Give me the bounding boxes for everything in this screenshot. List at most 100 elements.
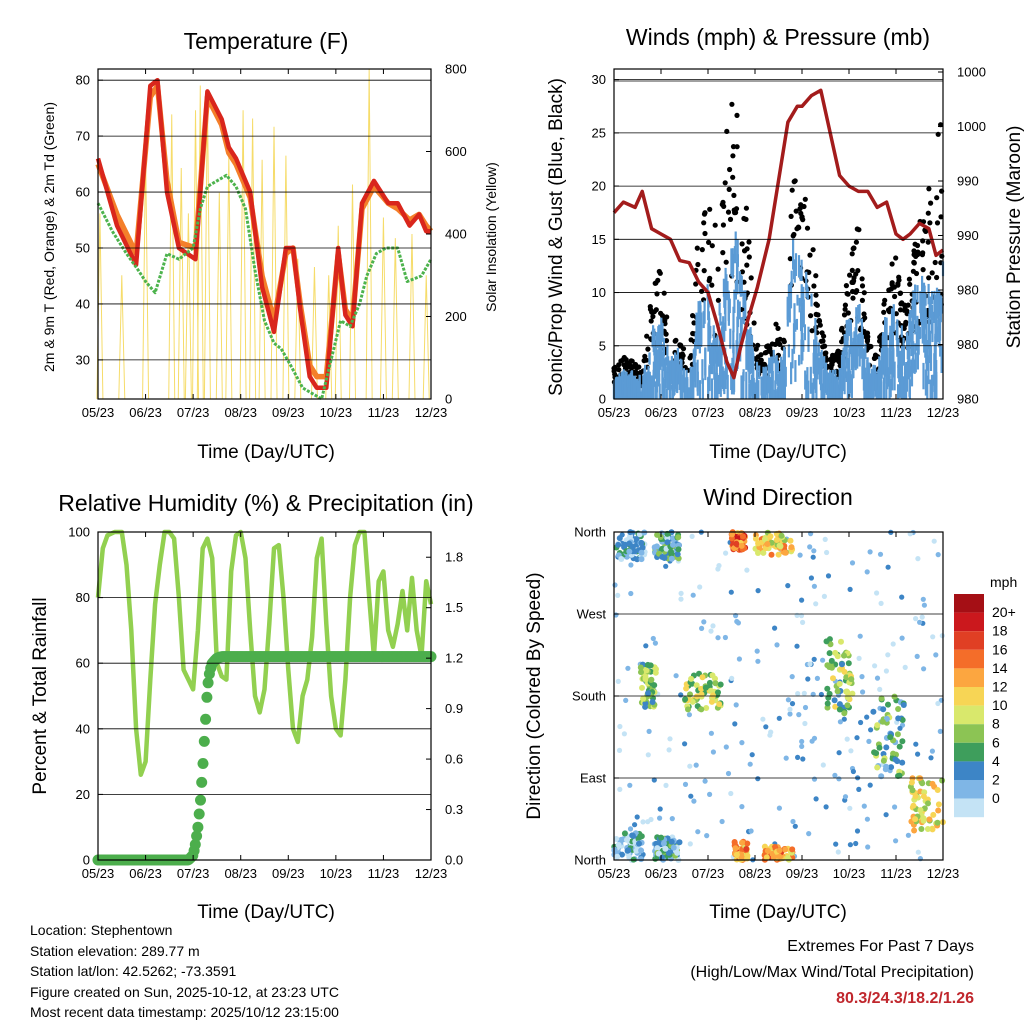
direction-point — [915, 849, 921, 855]
direction-point — [708, 628, 714, 634]
humidity-plot-frame — [97, 531, 432, 861]
gust-point — [739, 269, 746, 275]
gust-point — [877, 338, 883, 344]
rainfall-point — [189, 839, 201, 850]
direction-point — [930, 811, 937, 818]
gust-point — [932, 259, 938, 266]
colorbar-label: 10 — [992, 697, 1008, 713]
direction-point — [689, 533, 695, 540]
direction-point — [843, 674, 850, 681]
gust-point — [657, 270, 663, 276]
direction-point — [890, 750, 897, 757]
direction-point — [693, 682, 700, 689]
gust-point — [726, 186, 732, 192]
winds-y-tick-label-right: 980 — [957, 283, 979, 298]
colorbar-title: mph — [990, 574, 1017, 590]
rainfall-point — [198, 735, 210, 747]
insolation-spike — [365, 68, 373, 400]
gust-point — [751, 320, 757, 326]
gust-point — [934, 220, 941, 226]
colorbar-label: 16 — [992, 641, 1008, 657]
direction-point — [836, 750, 842, 756]
direction-point — [743, 846, 750, 852]
temperature-y-tick-label-right: 800 — [445, 62, 467, 77]
direction-point — [832, 649, 839, 656]
winds-title: Winds (mph) & Pressure (mb) — [626, 24, 930, 50]
direction-point — [687, 691, 693, 698]
direction-point — [670, 844, 677, 851]
gust-point — [772, 341, 778, 347]
direction-point — [651, 777, 657, 783]
gust-point — [695, 261, 701, 268]
wind-direction-y-tick-label: North — [574, 853, 606, 868]
direction-point — [811, 583, 818, 589]
gust-point — [813, 292, 819, 298]
direction-point — [838, 638, 844, 645]
direction-point — [772, 844, 778, 850]
direction-point — [708, 730, 715, 736]
colorbar-label: 8 — [992, 716, 1000, 732]
insolation-spike — [379, 217, 387, 400]
winds-y-tick-label: 30 — [592, 72, 606, 87]
direction-point — [697, 584, 703, 590]
direction-point — [687, 763, 693, 769]
direction-point — [843, 688, 850, 695]
direction-point — [649, 699, 656, 705]
direction-point — [613, 836, 620, 842]
wind-direction-x-tick-label: 12/23 — [927, 866, 960, 881]
direction-point — [634, 814, 640, 820]
insolation-spike — [184, 213, 192, 400]
gust-point — [817, 322, 823, 328]
gust-point — [836, 350, 842, 357]
direction-point — [866, 738, 872, 745]
direction-point — [826, 690, 833, 697]
direction-point — [905, 832, 912, 838]
winds-y-tick-label: 20 — [592, 179, 606, 194]
direction-point — [848, 748, 854, 754]
direction-point — [688, 675, 695, 682]
direction-point — [735, 620, 742, 626]
colorbar-label: 18 — [992, 623, 1008, 639]
station-elevation: Station elevation: 289.77 m — [30, 942, 200, 959]
direction-point — [828, 657, 835, 664]
direction-point — [849, 560, 856, 566]
direction-point — [864, 714, 870, 720]
direction-point — [687, 841, 693, 847]
direction-point — [749, 752, 755, 758]
humidity-y-tick-label-right: 0.0 — [445, 853, 463, 868]
gust-point — [645, 346, 651, 352]
winds-x-tick-label: 12/23 — [927, 405, 960, 420]
direction-point — [627, 826, 634, 832]
colorbar-swatch — [954, 724, 984, 743]
gust-point — [907, 281, 913, 287]
gust-point — [663, 338, 670, 344]
winds-y-tick-label: 25 — [592, 125, 606, 140]
gust-point — [715, 266, 721, 272]
gust-point — [889, 280, 895, 286]
gust-point — [906, 276, 913, 282]
gust-point — [813, 311, 819, 317]
direction-point — [776, 805, 783, 811]
rainfall-point — [201, 691, 213, 703]
direction-point — [795, 754, 801, 761]
direction-point — [621, 830, 628, 837]
gust-point — [767, 345, 773, 351]
direction-point — [682, 781, 689, 788]
temperature-x-tick-label: 11/23 — [368, 405, 400, 420]
direction-point — [717, 681, 724, 688]
gust-point — [702, 230, 708, 237]
gust-point — [897, 290, 904, 296]
direction-point — [789, 846, 796, 853]
direction-point — [841, 716, 847, 722]
direction-point — [824, 549, 830, 556]
gust-point — [822, 350, 828, 356]
direction-point — [832, 772, 838, 779]
wind-direction-x-tick-label: 06/23 — [645, 866, 678, 881]
direction-point — [885, 564, 891, 570]
gust-point — [687, 355, 693, 361]
direction-point — [704, 833, 710, 839]
gust-point — [649, 309, 655, 315]
gust-point — [920, 267, 926, 273]
gust-point — [648, 318, 654, 324]
direction-point — [695, 829, 701, 835]
